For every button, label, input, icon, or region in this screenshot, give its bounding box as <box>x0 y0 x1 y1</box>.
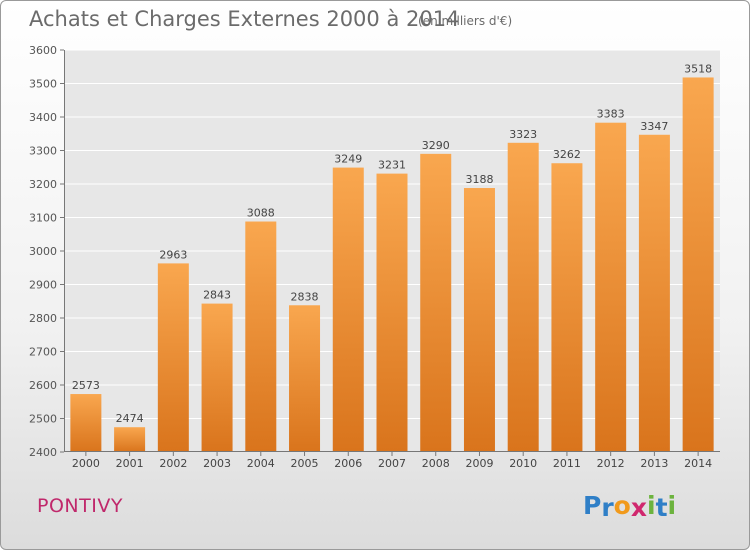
x-tick-label: 2014 <box>684 457 712 470</box>
x-tick-label: 2010 <box>509 457 537 470</box>
bar-2007 <box>376 173 408 453</box>
bar-2008 <box>420 153 452 452</box>
bar-2000 <box>70 394 102 452</box>
data-label: 2843 <box>203 289 231 302</box>
logo-letter: r <box>601 493 614 522</box>
x-tick-label: 2000 <box>72 457 100 470</box>
data-label: 3347 <box>640 120 668 133</box>
x-tick-label: 2003 <box>203 457 231 470</box>
y-tick-label: 3100 <box>29 212 57 225</box>
x-tick-label: 2002 <box>159 457 187 470</box>
data-label: 2838 <box>291 290 319 303</box>
y-tick-label: 3200 <box>29 178 57 191</box>
bar-2005 <box>289 305 321 452</box>
data-label: 3231 <box>378 159 406 172</box>
y-tick-label: 2900 <box>29 279 57 292</box>
x-tick-label: 2013 <box>640 457 668 470</box>
data-label: 3249 <box>334 153 362 166</box>
x-tick-label: 2008 <box>422 457 450 470</box>
city-name: PONTIVY <box>37 495 123 517</box>
x-tick-label: 2005 <box>291 457 319 470</box>
data-label: 3188 <box>465 173 493 186</box>
logo-letter: i <box>667 491 677 520</box>
y-tick-label: 2400 <box>29 446 57 459</box>
logo-letter: t <box>655 493 668 522</box>
bar-2010 <box>507 142 539 453</box>
bar-2012 <box>595 122 627 452</box>
bar-2009 <box>463 188 495 452</box>
logo-letter: x <box>630 493 647 522</box>
x-tick-label: 2012 <box>597 457 625 470</box>
data-label: 3323 <box>509 128 537 141</box>
data-label: 3518 <box>684 62 712 75</box>
data-label: 3383 <box>597 108 625 121</box>
y-tick-label: 2800 <box>29 312 57 325</box>
x-tick-label: 2004 <box>247 457 275 470</box>
y-tick-label: 2500 <box>29 413 57 426</box>
y-tick-label: 2700 <box>29 346 57 359</box>
y-tick-label: 3500 <box>29 78 57 91</box>
data-label: 3262 <box>553 148 581 161</box>
bar-2014 <box>682 77 714 452</box>
bar-2006 <box>332 167 364 452</box>
logo-letter: o <box>613 491 631 520</box>
data-label: 3088 <box>247 207 275 220</box>
y-tick-label: 3600 <box>29 44 57 57</box>
x-tick-label: 2006 <box>334 457 362 470</box>
logo-letter: i <box>647 491 656 520</box>
data-label: 3290 <box>422 139 450 152</box>
bar-2011 <box>551 163 583 453</box>
data-label: 2474 <box>116 412 144 425</box>
data-label: 2963 <box>159 248 187 261</box>
bar-2013 <box>638 134 670 452</box>
data-label: 2573 <box>72 379 100 392</box>
bar-2002 <box>157 263 189 452</box>
bar-2004 <box>245 221 277 452</box>
chart-title: Achats et Charges Externes 2000 à 2014 <box>29 7 460 31</box>
bar-2003 <box>201 303 233 452</box>
y-tick-label: 3000 <box>29 245 57 258</box>
logo-letter: P <box>583 491 602 520</box>
y-tick-label: 3400 <box>29 111 57 124</box>
proxiti-logo: Proxiti <box>583 491 677 522</box>
bar-2001 <box>114 427 146 452</box>
x-tick-label: 2011 <box>553 457 581 470</box>
x-tick-label: 2009 <box>465 457 493 470</box>
x-tick-label: 2001 <box>116 457 144 470</box>
y-tick-label: 2600 <box>29 379 57 392</box>
y-tick-label: 3300 <box>29 145 57 158</box>
chart-subtitle: (en milliers d'€) <box>418 14 513 28</box>
x-tick-label: 2007 <box>378 457 406 470</box>
